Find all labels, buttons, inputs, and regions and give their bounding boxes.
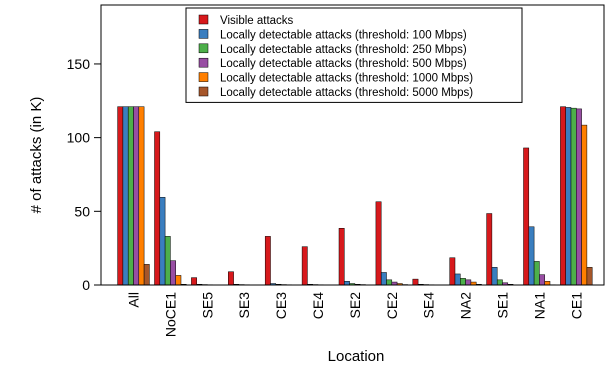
y-tick-label: 50 — [74, 203, 90, 219]
bar — [338, 228, 345, 286]
x-axis-title: Location — [328, 348, 385, 365]
x-tick-label: CE1 — [568, 292, 584, 319]
x-tick-label: All — [126, 292, 142, 308]
bar — [164, 236, 171, 286]
legend-swatch — [198, 57, 209, 68]
x-tick-label: SE4 — [421, 292, 437, 319]
legend-label: Visible attacks — [220, 15, 294, 27]
bar — [496, 279, 503, 286]
bar — [565, 107, 572, 286]
legend-label: Locally detectable attacks (threshold: 5… — [220, 58, 467, 70]
bar — [486, 213, 493, 286]
bar — [570, 107, 577, 286]
y-tick-label: 0 — [82, 277, 90, 293]
bar — [533, 261, 540, 286]
y-tick-label: 100 — [67, 130, 91, 146]
x-tick-label: CE4 — [310, 292, 326, 319]
legend-label: Locally detectable attacks (threshold: 1… — [220, 73, 473, 85]
bar — [154, 131, 161, 286]
legend-frame — [185, 7, 523, 103]
bar — [581, 124, 588, 286]
bar — [386, 279, 393, 286]
bar — [175, 275, 182, 286]
y-tick-label: 150 — [67, 56, 91, 72]
bars-layer — [117, 106, 593, 286]
y-axis: 0 50 100 150 — [67, 56, 101, 293]
legend-swatch — [198, 86, 209, 97]
x-tick-label: CE3 — [273, 292, 289, 319]
legend-swatch — [198, 72, 209, 82]
bar — [170, 260, 176, 286]
bar — [138, 106, 145, 286]
bar — [539, 274, 545, 286]
plot-frame — [100, 4, 605, 286]
bar — [264, 236, 271, 286]
bar — [380, 272, 387, 286]
bar — [449, 257, 456, 286]
x-tick-label: CE2 — [384, 292, 400, 319]
bar — [523, 147, 530, 286]
bar — [586, 267, 593, 286]
x-axis: All NoCE1 SE5 SE3 CE3 CE4 SE2 CE2 SE4 NA2 SE1 NA1 CE… — [126, 292, 585, 337]
legend-label: Locally detectable attacks (threshold: 5… — [220, 87, 473, 99]
bar — [454, 273, 461, 286]
bar — [133, 106, 140, 286]
bar — [122, 106, 129, 286]
bar — [465, 279, 472, 286]
bar — [159, 197, 166, 286]
bar — [143, 264, 150, 286]
bar — [301, 246, 308, 286]
y-axis-title: # of attacks (in K) — [28, 97, 45, 214]
x-tick-label: NA2 — [458, 292, 474, 319]
legend-label: Locally detectable attacks (threshold: 2… — [220, 44, 467, 56]
x-tick-label: NA1 — [531, 292, 547, 319]
bar — [544, 281, 551, 286]
legend: Visible attacks Locally detectable attack… — [185, 7, 523, 103]
bar — [412, 278, 419, 286]
bar — [375, 201, 382, 286]
bar — [228, 271, 234, 286]
x-tick-label: NoCE1 — [162, 292, 178, 337]
legend-swatch — [198, 29, 209, 39]
legend-swatch — [198, 43, 209, 54]
bar — [560, 106, 566, 286]
legend-swatch — [198, 14, 209, 25]
bar — [191, 277, 197, 286]
x-tick-label: SE2 — [347, 292, 363, 319]
legend-label: Locally detectable attacks (threshold: 1… — [220, 29, 467, 41]
x-tick-label: SE3 — [236, 292, 252, 319]
bar — [528, 226, 535, 286]
bar — [127, 106, 134, 286]
x-tick-label: SE1 — [495, 292, 511, 319]
bar — [576, 108, 582, 286]
bar — [460, 278, 466, 286]
bar — [491, 267, 498, 286]
bar — [117, 106, 124, 286]
x-tick-label: SE5 — [199, 292, 215, 319]
bar — [344, 281, 350, 286]
